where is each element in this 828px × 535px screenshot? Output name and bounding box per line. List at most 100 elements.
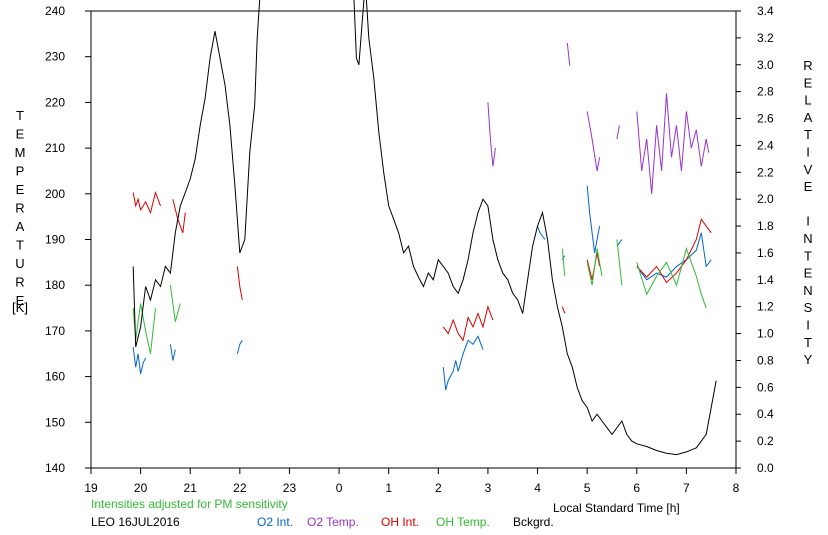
x-tick-label: 6 — [633, 481, 640, 495]
station-label: LEO 16JUL2016 — [91, 515, 180, 529]
series-line — [236, 340, 243, 354]
legend-item: OH Int. — [381, 515, 419, 529]
y-right-tick-label: 1.0 — [757, 327, 774, 341]
y-right-tick-label: 2.0 — [757, 192, 774, 206]
plot-frame — [90, 10, 737, 469]
y-left-label-letter: E — [16, 182, 25, 197]
series-line — [442, 335, 484, 391]
series-line — [169, 285, 181, 322]
y-right-label-letter: Y — [804, 352, 813, 367]
series-line — [636, 246, 707, 309]
series-oh-temp- — [132, 239, 707, 354]
series-line — [616, 239, 623, 286]
series-line — [353, 0, 365, 65]
y-right-label-letter: T — [804, 127, 812, 142]
y-left-tick-label: 200 — [45, 187, 65, 201]
y-right-tick-label: 3.2 — [757, 31, 774, 45]
x-tick-label: 22 — [233, 481, 247, 495]
series-line — [442, 304, 494, 342]
y-right-label-letter: I — [806, 145, 810, 160]
y-left-label-letter: P — [16, 164, 25, 179]
series-oh-int- — [132, 190, 712, 342]
y-left-tick-label: 210 — [45, 141, 65, 155]
y-right-tick-label: 0.6 — [757, 380, 774, 394]
y-right-label-letter: E — [804, 266, 813, 281]
legend-item: O2 Int. — [257, 515, 293, 529]
y-right-tick-label: 1.2 — [757, 300, 774, 314]
series-layer — [132, 0, 717, 456]
y-right-tick-label: 3.4 — [757, 4, 774, 18]
y-right-tick-label: 2.4 — [757, 138, 774, 152]
series-line — [561, 248, 566, 277]
y-right-tick-label: 1.8 — [757, 219, 774, 233]
y-right-axis-ticks: 0.0 0.2 0.4 0.6 0.8 1.0 1.2 1.4 1.6 1.8 2.0 2.2 2.4 2… — [736, 4, 774, 475]
y-right-tick-label: 1.4 — [757, 273, 774, 287]
y-left-tick-label: 190 — [45, 233, 65, 247]
y-left-label-letter: R — [15, 275, 24, 290]
series-o2-int- — [132, 185, 712, 391]
y-left-unit-label: [K] — [12, 300, 28, 315]
series-line — [172, 199, 186, 233]
y-left-axis-ticks: 140 150 160 170 180 190 200 210 220 230 240 — [45, 4, 91, 475]
y-right-tick-label: 2.8 — [757, 85, 774, 99]
x-tick-label: 0 — [336, 481, 343, 495]
y-right-tick-label: 0.2 — [757, 434, 774, 448]
y-right-label-letter: L — [804, 93, 811, 108]
y-right-tick-label: 2.6 — [757, 112, 774, 126]
y-right-label-letter: A — [804, 110, 813, 125]
x-tick-label: 4 — [534, 481, 541, 495]
legend-item: Bckgrd. — [513, 515, 554, 529]
y-left-label-letter: A — [16, 219, 25, 234]
x-tick-label: 21 — [184, 481, 198, 495]
y-right-tick-label: 0.4 — [757, 407, 774, 421]
y-right-label-letter: N — [803, 283, 812, 298]
y-left-tick-label: 180 — [45, 278, 65, 292]
y-right-tick-label: 3.0 — [757, 58, 774, 72]
x-tick-label: 7 — [683, 481, 690, 495]
y-right-label-letter: T — [804, 335, 812, 350]
y-left-label-letter: U — [15, 256, 24, 271]
x-tick-label: 20 — [134, 481, 148, 495]
series-line — [132, 0, 261, 348]
y-left-label-letter: R — [15, 201, 24, 216]
y-right-label-letter: N — [803, 231, 812, 246]
series-line — [636, 218, 712, 284]
y-right-label-letter: V — [804, 162, 813, 177]
series-line — [537, 225, 546, 240]
series-line — [636, 232, 712, 281]
series-line — [132, 346, 147, 375]
series-line — [566, 42, 571, 66]
x-tick-label: 2 — [435, 481, 442, 495]
y-left-tick-label: 220 — [45, 95, 65, 109]
y-left-tick-label: 140 — [45, 461, 65, 475]
x-tick-label: 5 — [584, 481, 591, 495]
series-line — [236, 266, 243, 301]
y-left-label-letter: M — [15, 145, 26, 160]
series-line — [487, 102, 496, 167]
y-left-label-letter: T — [16, 238, 24, 253]
y-right-label-letter: I — [806, 214, 810, 229]
x-tick-label: 8 — [733, 481, 740, 495]
y-left-tick-label: 160 — [45, 370, 65, 384]
legend-item: O2 Temp. — [307, 515, 359, 529]
y-right-tick-label: 0.0 — [757, 461, 774, 475]
y-right-label-letter: E — [804, 179, 813, 194]
series-line — [586, 111, 601, 171]
y-left-tick-label: 230 — [45, 50, 65, 64]
series-line — [636, 93, 710, 194]
series-line — [586, 248, 603, 286]
series-line — [561, 306, 566, 314]
x-axis-label: Local Standard Time [h] — [553, 501, 680, 515]
x-tick-label: 3 — [485, 481, 492, 495]
x-tick-label: 23 — [283, 481, 297, 495]
y-left-tick-label: 170 — [45, 324, 65, 338]
series-o2-temp- — [487, 42, 710, 194]
y-right-label-letter: T — [804, 248, 812, 263]
y-right-label-letter: S — [804, 300, 813, 315]
series-line — [132, 303, 156, 354]
y-left-tick-label: 150 — [45, 415, 65, 429]
y-right-label-letter: I — [806, 318, 810, 333]
